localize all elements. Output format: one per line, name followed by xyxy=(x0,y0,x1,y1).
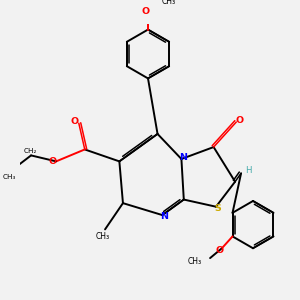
Text: O: O xyxy=(70,117,78,126)
Text: N: N xyxy=(179,153,187,162)
Text: H: H xyxy=(245,166,251,175)
Text: CH₂: CH₂ xyxy=(24,148,37,154)
Text: O: O xyxy=(142,7,150,16)
Text: CH₃: CH₃ xyxy=(161,0,176,6)
Text: O: O xyxy=(49,157,57,166)
Text: O: O xyxy=(236,116,244,124)
Text: CH₃: CH₃ xyxy=(2,174,16,180)
Text: N: N xyxy=(160,212,168,221)
Text: CH₃: CH₃ xyxy=(187,257,201,266)
Text: CH₃: CH₃ xyxy=(96,232,110,241)
Text: S: S xyxy=(214,204,221,213)
Text: O: O xyxy=(216,246,224,255)
